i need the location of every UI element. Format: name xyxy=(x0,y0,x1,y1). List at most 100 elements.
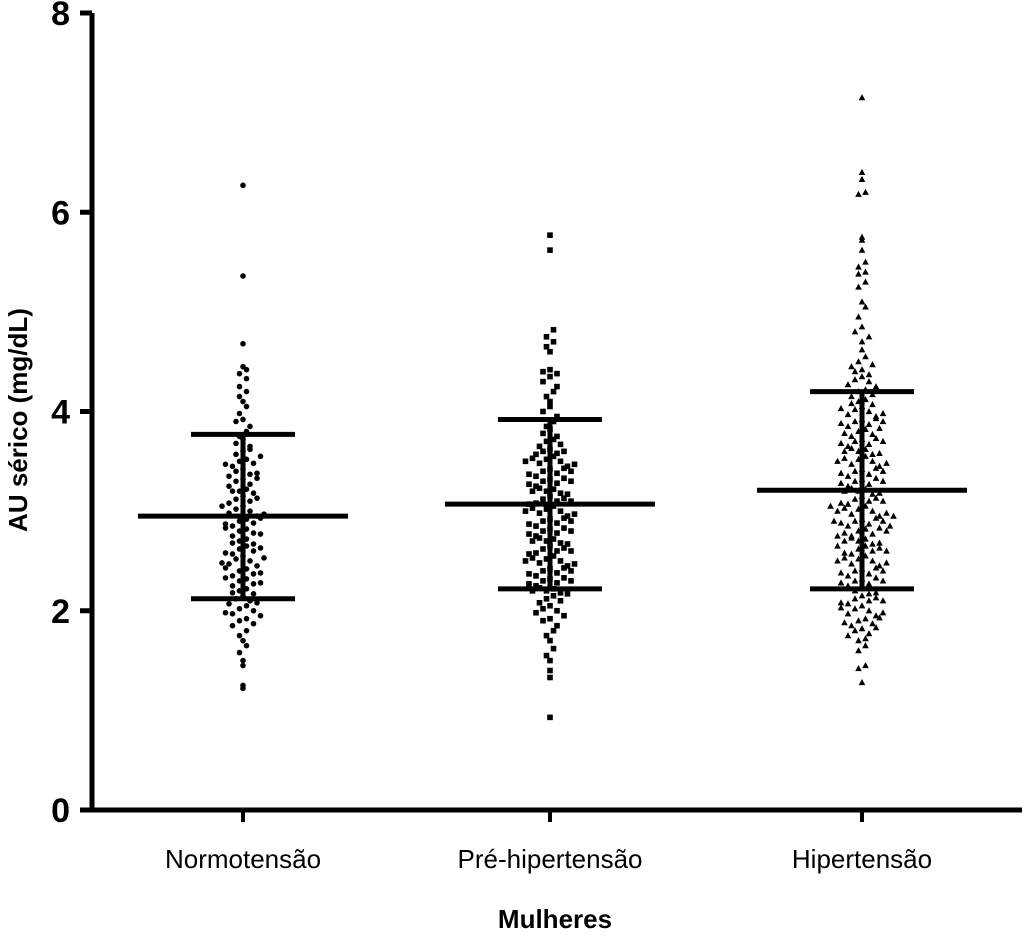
data-point xyxy=(862,268,869,275)
data-point xyxy=(547,602,553,609)
data-point xyxy=(858,323,866,330)
data-point xyxy=(855,190,862,197)
data-point xyxy=(865,590,873,597)
data-point xyxy=(879,437,887,444)
data-point xyxy=(841,554,848,561)
data-point xyxy=(547,657,553,664)
data-point xyxy=(851,406,859,413)
data-point xyxy=(557,441,564,448)
data-point xyxy=(526,521,532,527)
data-point xyxy=(543,333,550,340)
data-point xyxy=(865,607,873,614)
data-point xyxy=(561,448,567,455)
data-point xyxy=(848,460,855,467)
data-point xyxy=(543,438,550,445)
data-point xyxy=(855,637,862,644)
data-point xyxy=(250,571,257,577)
data-point xyxy=(547,714,553,721)
x-tick-label: Normotensão xyxy=(165,844,321,874)
data-point xyxy=(257,531,264,537)
data-point xyxy=(229,540,236,546)
data-point xyxy=(240,182,246,189)
data-point xyxy=(844,600,852,607)
data-point xyxy=(236,410,243,417)
data-point xyxy=(841,549,848,556)
data-point xyxy=(869,540,876,547)
data-point xyxy=(848,532,855,539)
data-point xyxy=(250,607,257,614)
data-point xyxy=(851,368,859,375)
data-point xyxy=(247,508,253,514)
data-point xyxy=(568,478,574,485)
data-point xyxy=(841,429,848,437)
data-point xyxy=(250,541,257,547)
data-point xyxy=(830,517,838,524)
data-point xyxy=(869,457,876,464)
data-point xyxy=(554,622,560,629)
data-point xyxy=(540,368,546,375)
data-point xyxy=(883,559,890,566)
data-point xyxy=(869,450,876,457)
data-point xyxy=(533,533,539,539)
data-point xyxy=(561,515,567,521)
data-point xyxy=(247,498,253,504)
data-point xyxy=(261,555,267,561)
data-point xyxy=(543,595,550,602)
data-point xyxy=(869,391,876,398)
data-point xyxy=(844,482,852,489)
data-point xyxy=(883,509,890,516)
data-point xyxy=(564,463,571,470)
data-point xyxy=(561,475,567,482)
data-point xyxy=(522,458,529,465)
data-point xyxy=(229,488,236,495)
data-point xyxy=(254,599,260,606)
data-point xyxy=(550,627,557,634)
y-axis-title: AU sérico (mg/dL) xyxy=(3,308,33,532)
data-point xyxy=(564,563,571,569)
data-point xyxy=(554,548,560,554)
data-point xyxy=(564,591,571,597)
data-point xyxy=(872,412,880,420)
data-point xyxy=(540,430,546,437)
data-point xyxy=(848,444,855,451)
data-point xyxy=(526,551,532,557)
data-point xyxy=(879,467,887,474)
y-tick-label: 0 xyxy=(51,792,70,830)
data-point xyxy=(837,569,845,576)
data-point xyxy=(229,622,236,629)
data-point xyxy=(240,637,246,644)
data-point xyxy=(554,480,560,487)
data-point xyxy=(848,560,855,567)
data-point xyxy=(554,580,560,586)
data-point xyxy=(243,375,250,382)
data-point xyxy=(858,373,866,380)
data-point xyxy=(557,590,564,596)
data-point xyxy=(865,497,873,504)
data-point xyxy=(858,366,866,373)
data-point xyxy=(243,403,250,410)
data-point xyxy=(543,343,550,350)
data-point xyxy=(254,475,260,482)
data-point xyxy=(855,313,862,320)
data-point xyxy=(547,667,553,674)
data-point xyxy=(547,398,553,405)
data-point xyxy=(862,662,869,669)
data-point xyxy=(543,632,550,639)
data-point xyxy=(568,468,574,475)
data-point xyxy=(869,507,876,514)
data-point xyxy=(247,558,253,564)
data-point xyxy=(872,494,880,501)
data-point xyxy=(257,453,264,460)
data-point xyxy=(236,393,243,400)
data-point xyxy=(554,413,560,420)
data-point xyxy=(550,436,557,443)
data-point xyxy=(837,599,845,606)
data-point xyxy=(844,442,852,449)
data-point xyxy=(890,512,897,519)
data-point xyxy=(536,560,543,566)
data-point xyxy=(872,434,880,441)
data-point xyxy=(536,535,543,541)
data-point xyxy=(540,496,546,502)
data-point xyxy=(526,481,532,488)
data-point xyxy=(561,525,567,531)
